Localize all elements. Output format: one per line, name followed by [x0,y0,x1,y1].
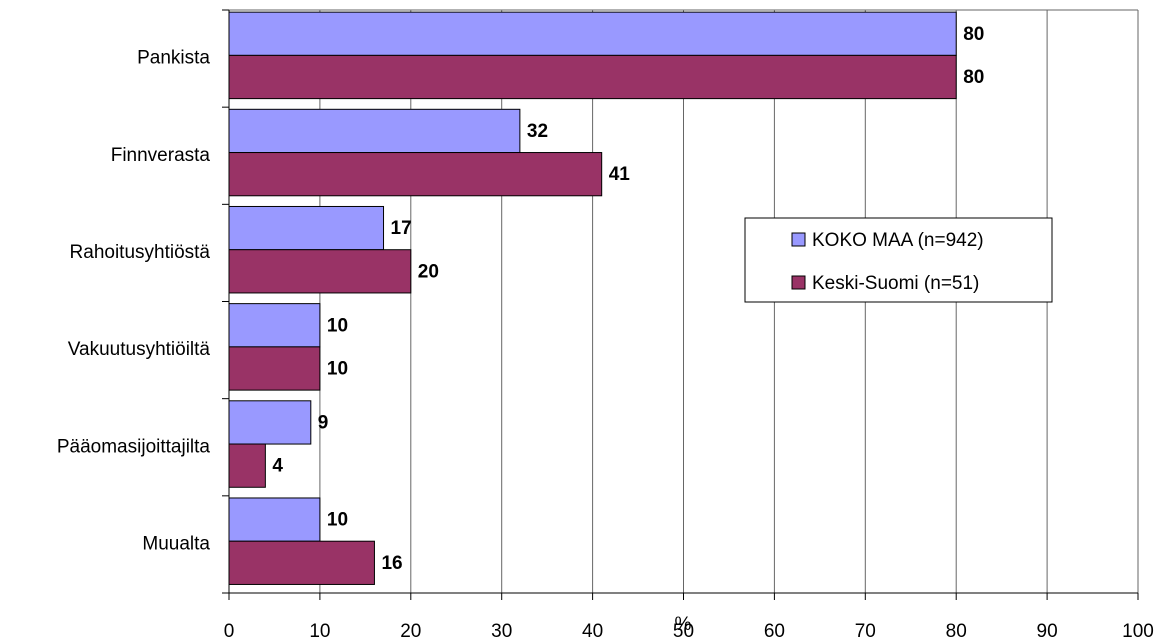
y-tick-label: Vakuutusyhtiöiltä [68,339,211,360]
bar [228,540,375,585]
bar [228,400,312,445]
y-tick-label: Pääomasijoittajilta [57,436,211,457]
x-tick-label: 0 [224,621,235,642]
bar [228,346,321,391]
bar [228,303,321,348]
x-tick-label: 70 [855,621,876,642]
value-label: 10 [327,315,348,336]
x-tick-label: 30 [491,621,512,642]
value-label: 17 [391,218,412,239]
x-axis-label: % [675,614,692,635]
value-label: 80 [963,24,984,45]
bar [228,54,957,100]
y-tick-label: Pankista [137,48,210,69]
value-label: 80 [963,67,984,88]
x-tick-label: 60 [764,621,785,642]
value-label: 20 [418,261,439,282]
value-label: 16 [381,553,402,574]
value-label: 32 [527,121,548,142]
x-tick-label: 10 [309,621,330,642]
y-tick-label: Finnverasta [111,145,211,166]
value-label: 10 [327,510,348,531]
bar [228,108,521,154]
bar [228,249,412,294]
value-label: 10 [327,359,348,380]
legend: KOKO MAA (n=942) Keski-Suomi (n=51) [744,217,1053,303]
x-tick-label: 20 [400,621,421,642]
bar [228,205,385,251]
legend-label: KOKO MAA (n=942) [812,230,984,251]
legend-swatch [791,275,806,290]
bar [228,497,321,542]
legend-label: Keski-Suomi (n=51) [812,273,979,294]
value-label: 4 [272,456,283,477]
y-tick-label: Rahoitusyhtiöstä [70,242,211,263]
value-label: 9 [318,412,329,433]
x-tick-label: 40 [582,621,603,642]
legend-swatch [791,232,806,247]
x-tick-label: 50 [673,621,694,642]
x-tick-label: 80 [946,621,967,642]
bar [228,11,957,56]
x-tick-label: 90 [1037,621,1058,642]
bar [228,152,603,197]
value-label: 41 [609,164,631,185]
bar [228,443,266,488]
x-tick-label: 100 [1122,621,1154,642]
y-tick-label: Muualta [142,533,210,554]
